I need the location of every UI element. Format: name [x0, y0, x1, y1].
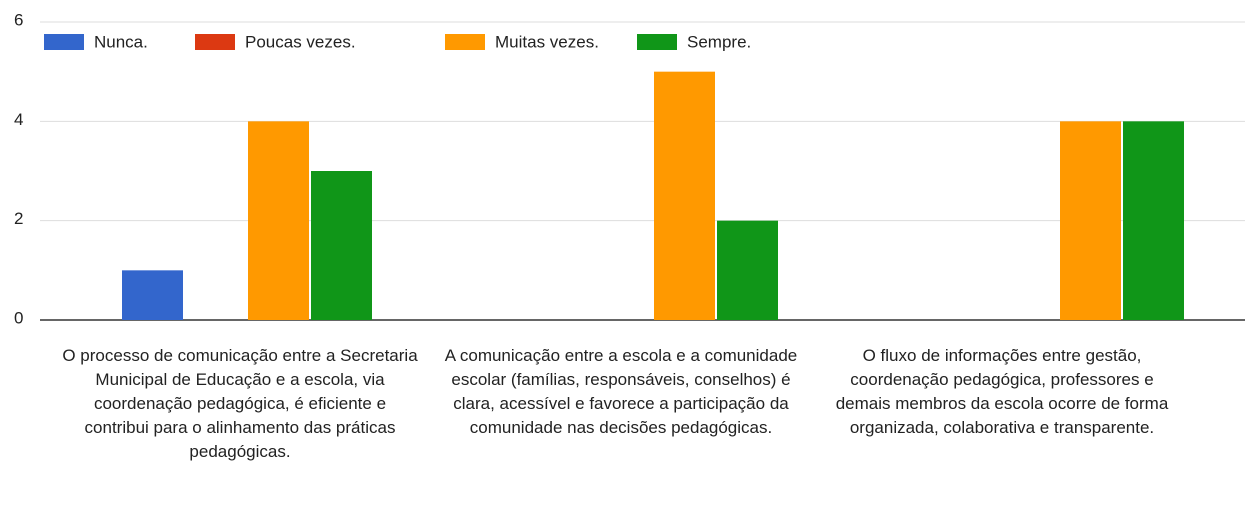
legend-label: Poucas vezes.: [245, 32, 356, 51]
bar: [1060, 121, 1121, 320]
legend-label: Sempre.: [687, 32, 751, 51]
legend-label: Muitas vezes.: [495, 32, 599, 51]
bar: [122, 270, 183, 320]
legend-swatch: [44, 34, 84, 50]
y-tick-label: 6: [14, 10, 23, 29]
bar: [654, 71, 715, 321]
bar: [717, 220, 778, 320]
x-tick-label: O fluxo de informações entre gestão, coo…: [835, 346, 1169, 437]
y-tick-label: 2: [14, 209, 23, 228]
legend-swatch: [195, 34, 235, 50]
bar: [311, 171, 372, 320]
bar: [1123, 121, 1184, 320]
legend-label: Nunca.: [94, 32, 148, 51]
bar: [248, 121, 309, 320]
legend-swatch: [637, 34, 677, 50]
legend-swatch: [445, 34, 485, 50]
x-tick-label: O processo de comunicação entre a Secret…: [62, 346, 418, 461]
y-tick-label: 4: [14, 110, 23, 129]
y-tick-label: 0: [14, 308, 23, 327]
x-tick-label: A comunicação entre a escola e a comunid…: [444, 346, 798, 437]
